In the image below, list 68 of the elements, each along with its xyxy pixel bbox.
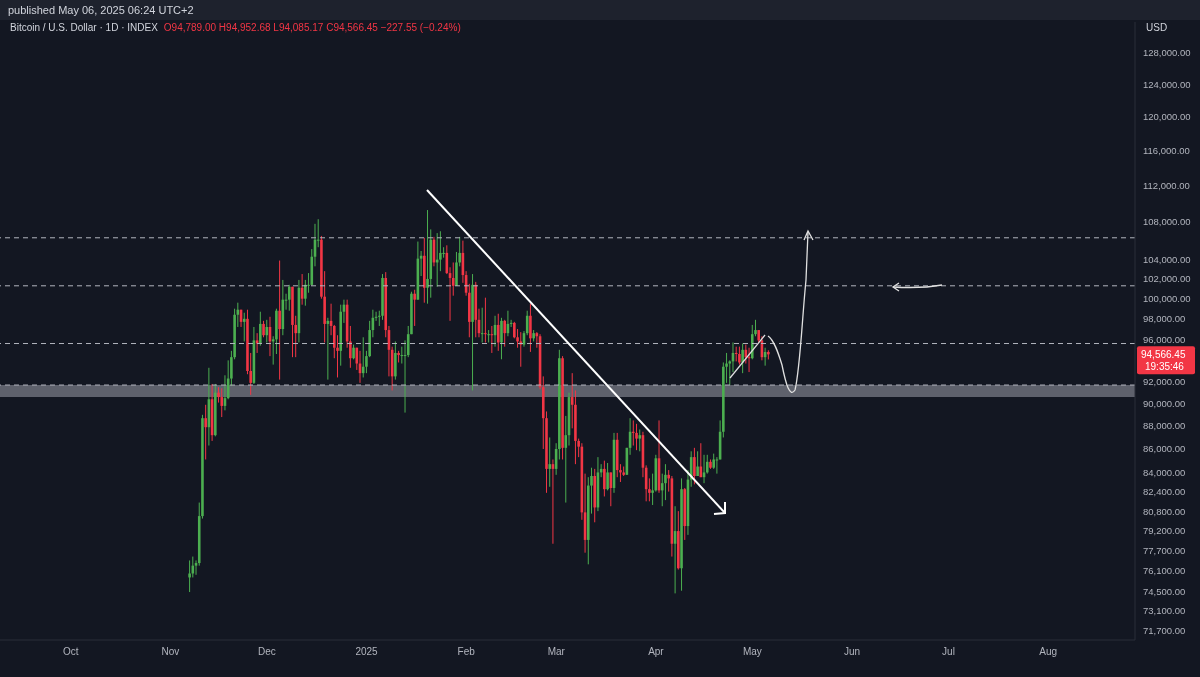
- candlestick: [484, 297, 487, 343]
- y-tick-label: 124,000.00: [1143, 78, 1191, 90]
- candlestick: [638, 428, 642, 452]
- x-tick-label: Oct: [62, 646, 79, 658]
- x-tick-label: Mar: [547, 646, 566, 658]
- x-tick-label: Aug: [1039, 646, 1058, 658]
- candlestick: [278, 260, 281, 381]
- candlestick: [635, 423, 638, 451]
- candlestick: [696, 450, 699, 477]
- y-tick-label: 98,000.00: [1143, 313, 1186, 325]
- candlestick: [188, 559, 191, 593]
- candlestick: [287, 284, 291, 312]
- candlestick: [426, 209, 429, 305]
- y-tick-label: 108,000.00: [1143, 216, 1191, 228]
- candlestick: [606, 462, 609, 491]
- y-tick-label: 88,000.00: [1143, 420, 1186, 432]
- candlestick: [259, 311, 262, 347]
- candlestick: [741, 343, 744, 374]
- x-tick-label: Feb: [457, 646, 476, 658]
- y-tick-label: 128,000.00: [1143, 47, 1191, 59]
- y-axis-title: USD: [1146, 22, 1168, 33]
- y-tick-label: 112,000.00: [1143, 180, 1190, 192]
- candlestick: [693, 447, 696, 485]
- x-tick-label: Nov: [161, 646, 180, 658]
- x-tick-label: Jun: [843, 646, 861, 658]
- candlestick: [609, 471, 613, 507]
- candlestick: [413, 289, 416, 327]
- y-tick-label: 79,200.00: [1143, 525, 1186, 537]
- y-tick-label: 96,000.00: [1143, 333, 1186, 345]
- candlestick: [361, 336, 365, 378]
- y-tick-label: 104,000.00: [1143, 253, 1191, 265]
- candlestick: [394, 340, 397, 381]
- chart-subtitle: O94,789.00 H94,952.68 L94,085.17 C94,566.45 −227.55 (−0.24%): [163, 22, 461, 33]
- y-tick-label: 77,700.00: [1143, 544, 1186, 556]
- y-tick-label: 71,700.00: [1143, 624, 1186, 636]
- y-tick-label: 84,000.00: [1143, 466, 1186, 478]
- y-tick-label: 100,000.00: [1143, 293, 1191, 305]
- y-tick-label: 116,000.00: [1143, 145, 1190, 157]
- y-tick-label: 92,000.00: [1143, 376, 1186, 388]
- y-tick-label: 80,800.00: [1143, 505, 1186, 517]
- y-tick-label: 120,000.00: [1143, 111, 1191, 123]
- candlestick: [204, 404, 207, 460]
- y-tick-label: 73,100.00: [1143, 605, 1186, 617]
- candlestick: [632, 419, 635, 447]
- candlestick: [503, 319, 506, 348]
- y-tick-label: 74,500.00: [1143, 586, 1186, 598]
- y-tick-label: 86,000.00: [1143, 443, 1186, 455]
- x-tick-label: May: [742, 646, 762, 658]
- x-tick-label: Dec: [257, 646, 276, 658]
- candlestick: [603, 460, 606, 497]
- x-tick-label: Jul: [942, 646, 955, 658]
- text: published May 06, 2025 06:24 UTC+2: [0, 0, 1200, 20]
- y-tick-label: 102,000.00: [1143, 273, 1191, 285]
- candlestick: [500, 317, 503, 360]
- x-tick-label: 2025: [355, 646, 379, 658]
- chart-title: Bitcoin / U.S. Dollar · 1D · INDEX: [10, 22, 158, 33]
- candlestick: [487, 329, 490, 343]
- text: 19:35:46: [1145, 361, 1185, 373]
- candlestick: [242, 312, 246, 342]
- text: 94,566.45: [1141, 349, 1186, 361]
- candlestick: [496, 313, 500, 352]
- y-tick-label: 82,400.00: [1143, 485, 1186, 497]
- candlestick: [529, 303, 532, 353]
- candlestick: [442, 246, 445, 259]
- candlestick: [548, 436, 552, 488]
- y-tick-label: 90,000.00: [1143, 398, 1186, 410]
- x-tick-label: Apr: [648, 646, 665, 658]
- y-tick-label: 76,100.00: [1143, 565, 1186, 577]
